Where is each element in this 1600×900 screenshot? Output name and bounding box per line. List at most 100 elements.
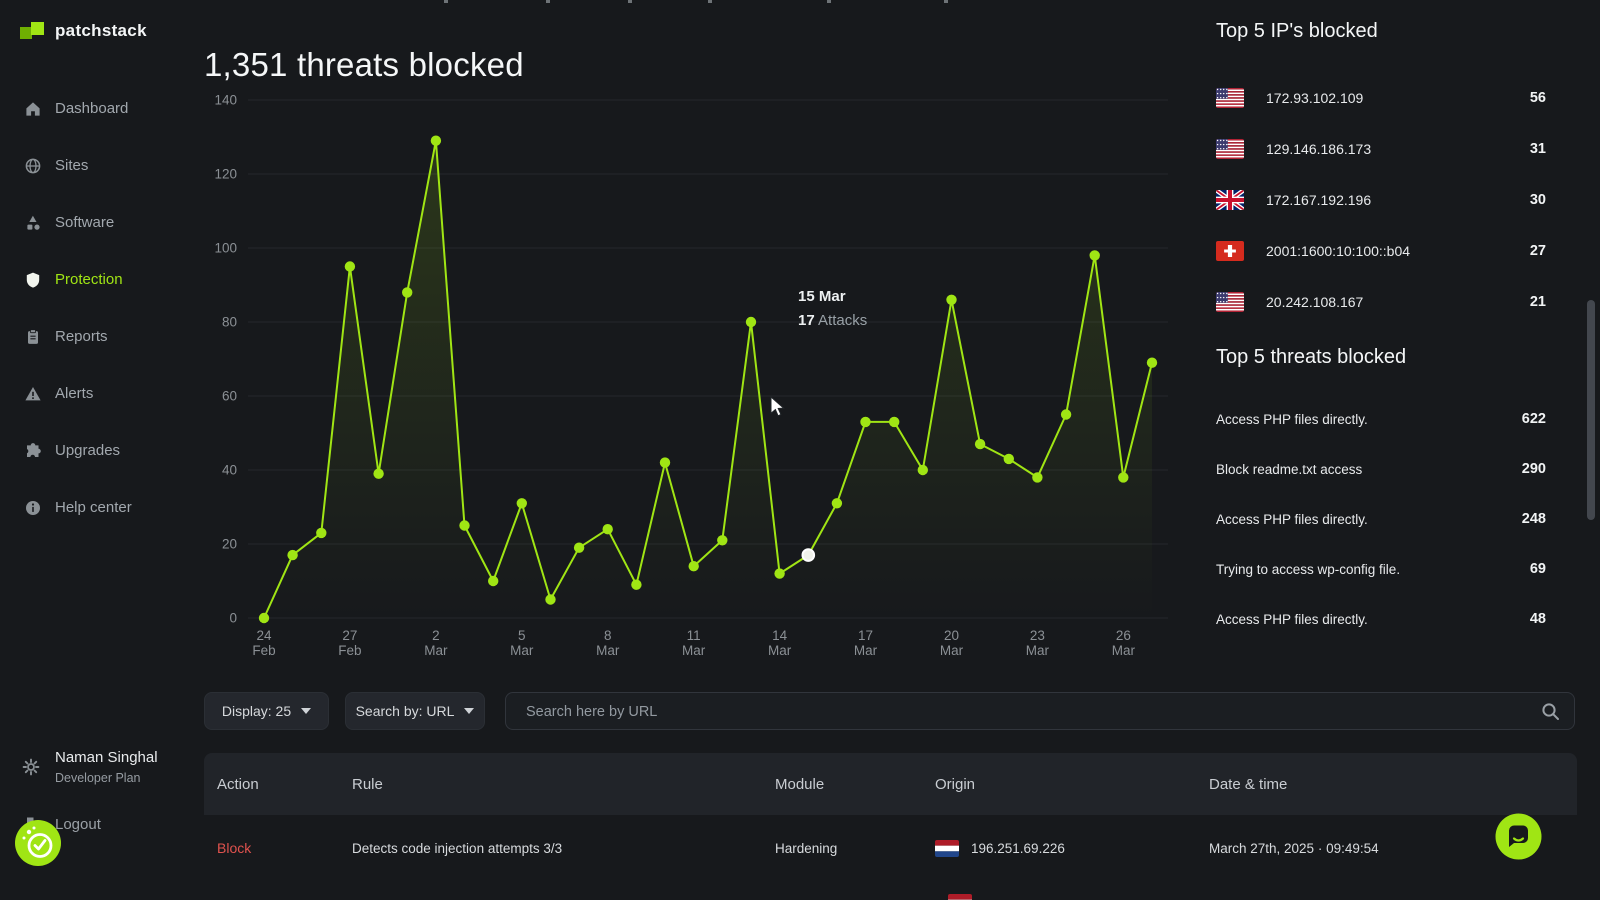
blocked-threat-row: Access PHP files directly. 48 [1216, 594, 1546, 644]
sidebar-item-label: Protection [55, 271, 123, 288]
svg-text:20: 20 [222, 537, 237, 552]
chart-point [373, 468, 384, 479]
search-input[interactable] [524, 693, 1383, 731]
shapes-icon [24, 214, 42, 232]
chart-point [488, 575, 499, 587]
search-by-dropdown[interactable]: Search by: URL [345, 692, 485, 730]
chart-point [831, 498, 843, 509]
chart-point [974, 438, 986, 450]
patchstack-logo-icon [20, 20, 46, 42]
tooltip-date: 15 Mar [798, 288, 846, 305]
chart-point [1032, 472, 1043, 483]
alert-triangle-icon [24, 385, 42, 403]
sidebar-item-help-center[interactable]: Help center [0, 479, 200, 536]
chart-point [287, 549, 298, 561]
chart-point [917, 464, 928, 476]
table-header-cell: Module [775, 775, 825, 793]
tooltip-value: 17 [798, 312, 815, 329]
ip-address: 2001:1600:10:100::b04 [1266, 242, 1411, 259]
flag-us-icon [1216, 138, 1244, 159]
sidebar-item-dashboard[interactable]: Dashboard [0, 80, 200, 137]
sidebar-item-software[interactable]: Software [0, 194, 200, 251]
threats-chart[interactable]: 0 20 40 60 80 100 120 140 24 Feb 27 Feb 2 Mar 5 Mar 8 Mar… [204, 85, 1184, 665]
svg-text:60: 60 [222, 389, 237, 404]
chart-point [402, 287, 413, 298]
ip-address: 172.93.102.109 [1266, 89, 1364, 106]
page-title: 1,351 threats blocked [204, 46, 524, 84]
threats-table: Action Rule Module Origin Date & time Block … [204, 753, 1577, 900]
sidebar-item-label: Dashboard [55, 100, 129, 117]
table-header-cell: Action [217, 775, 259, 793]
scrollbar-thumb[interactable] [1587, 300, 1595, 520]
threats-chart-svg[interactable]: 0 20 40 60 80 100 120 140 24 Feb 27 Feb 2 Mar 5 Mar 8 Mar… [204, 85, 1184, 665]
sidebar-item-label: Reports [55, 328, 108, 345]
sidebar-item-label: Software [55, 214, 115, 231]
sidebar-item-protection[interactable]: Protection [0, 251, 200, 308]
ip-address: 20.242.108.167 [1266, 293, 1364, 310]
blocked-ip-row: 129.146.186.173 31 [1216, 123, 1546, 174]
chart-point [659, 457, 671, 468]
chart-point [516, 498, 527, 509]
ip-block-count: 21 [1529, 293, 1546, 310]
chart-point [1060, 409, 1072, 420]
gear-icon[interactable] [22, 758, 40, 776]
sidebar-item-sites[interactable]: Sites [0, 137, 200, 194]
threat-name: Block readme.txt access [1216, 461, 1363, 477]
display-count-dropdown[interactable]: Display: 25 [204, 692, 329, 730]
origin-ip: 196.251.69.226 [971, 840, 1065, 856]
flag-us-icon [1216, 87, 1244, 108]
threat-block-count: 290 [1521, 461, 1546, 477]
chart-point [545, 594, 556, 605]
task-check-badge[interactable] [13, 818, 63, 868]
chart-point [344, 261, 356, 272]
user-plan: Developer Plan [55, 771, 141, 785]
sidebar: patchstack Dashboard Sites Software Protect… [0, 0, 200, 900]
sidebar-item-reports[interactable]: Reports [0, 308, 200, 365]
blocked-ip-row: 172.167.192.196 30 [1216, 174, 1546, 225]
chart-point [258, 612, 270, 624]
brand-logo[interactable]: patchstack [20, 20, 147, 42]
flag-ch-icon [1216, 240, 1244, 261]
sidebar-item-label: Alerts [55, 385, 94, 402]
blocked-threat-row: Trying to access wp-config file. 69 [1216, 544, 1546, 594]
chat-bubble-icon [1495, 813, 1542, 860]
threat-block-count: 622 [1521, 411, 1546, 427]
svg-text:40: 40 [222, 463, 237, 478]
chart-point [1089, 250, 1100, 261]
blocked-threat-row: Block readme.txt access 290 [1216, 444, 1546, 494]
table-header: Action Rule Module Origin Date & time [204, 753, 1577, 815]
chart-point [774, 568, 785, 579]
globe-icon [24, 157, 42, 175]
threat-name: Access PHP files directly. [1216, 611, 1368, 627]
table-header-cell: Rule [352, 775, 383, 793]
search-by-label: Search by: URL [355, 703, 455, 719]
home-icon [24, 100, 42, 118]
top-edge-artifact [444, 0, 448, 3]
threat-name: Access PHP files directly. [1216, 511, 1368, 527]
table-body: Block Detects code injection attempts 3/… [204, 815, 1577, 881]
sidebar-item-label: Sites [55, 157, 89, 174]
table-header-cell: Origin [935, 775, 976, 793]
table-row[interactable]: Block Detects code injection attempts 3/… [204, 815, 1577, 881]
chart-point [946, 294, 957, 305]
blocked-threat-row: Access PHP files directly. 622 [1216, 394, 1546, 444]
mouse-cursor [770, 396, 785, 417]
url-search [505, 692, 1575, 731]
chart-tooltip: 15 Mar 17 Attacks [798, 288, 868, 329]
threat-block-count: 248 [1521, 511, 1546, 527]
top-ips-title: Top 5 IP's blocked [1216, 20, 1378, 42]
svg-text:80: 80 [222, 315, 237, 330]
sidebar-item-upgrades[interactable]: Upgrades [0, 422, 200, 479]
top-ips-list: 172.93.102.109 56 129.146.186.173 31 172.16… [1216, 72, 1546, 327]
sidebar-item-alerts[interactable]: Alerts [0, 365, 200, 422]
top-edge-artifact [827, 0, 831, 3]
search-icon[interactable] [1541, 702, 1560, 721]
sidebar-item-label: Upgrades [55, 442, 121, 459]
chat-widget-button[interactable] [1495, 813, 1542, 860]
chart-point [1003, 453, 1014, 465]
